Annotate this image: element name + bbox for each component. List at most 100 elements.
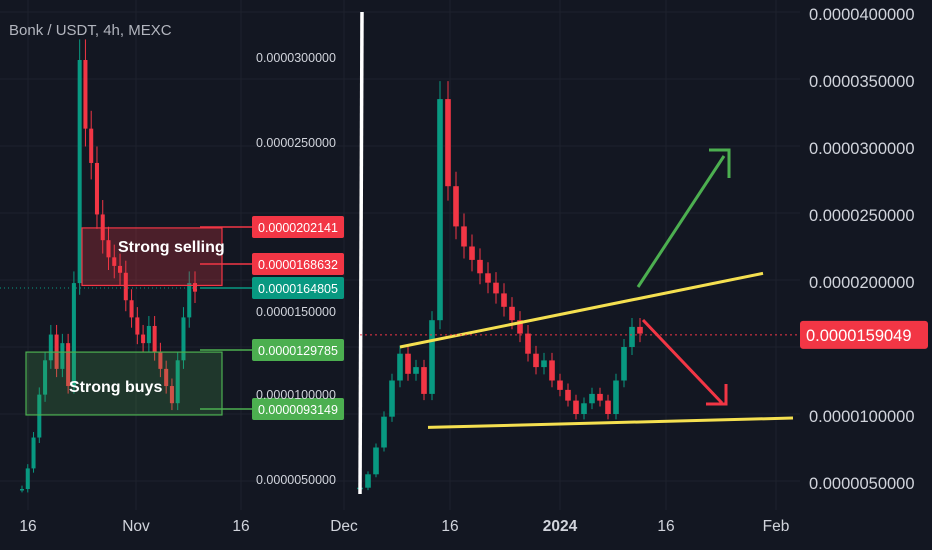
right-candle <box>397 345 403 388</box>
left-candle-body <box>71 283 76 387</box>
right-candle <box>413 359 419 381</box>
left-y-tick-3: 0.0000100000 <box>256 388 336 402</box>
right-candle-body <box>605 400 611 414</box>
left-candle <box>60 333 65 378</box>
left-candle-body <box>43 360 48 395</box>
left-candle-body <box>31 437 36 469</box>
price-tag-label-3: 0.0000129785 <box>258 344 338 358</box>
x-tick-3: Dec <box>330 518 358 535</box>
chart-title: Bonk / USDT, 4h, MEXC <box>9 22 172 39</box>
left-candle <box>158 342 163 378</box>
strong-buys-zone <box>25 351 223 416</box>
right-candle-body <box>373 447 379 475</box>
right-y-tick-1: 0.0000350000 <box>809 73 915 91</box>
right-candle-body <box>405 353 411 374</box>
right-candle-body <box>461 226 467 247</box>
right-candle <box>445 81 451 201</box>
left-candle-body <box>175 360 180 404</box>
left-candle-body <box>158 351 163 369</box>
left-candle <box>89 110 94 180</box>
left-candle-body <box>192 283 198 292</box>
left-candle <box>112 244 117 279</box>
left-candle <box>43 351 48 402</box>
x-tick-2: 16 <box>232 518 249 535</box>
left-candle-body <box>123 272 128 301</box>
right-candle <box>517 311 523 343</box>
left-y-tick-2: 0.0000150000 <box>256 305 336 319</box>
left-candle-body <box>112 257 117 266</box>
right-candle-body <box>485 273 491 283</box>
left-candle <box>192 271 198 303</box>
right-candle-body <box>597 393 603 401</box>
right-candle <box>421 359 427 401</box>
left-candle-body <box>48 334 53 361</box>
left-candle <box>129 289 134 328</box>
lower-trendline <box>427 416 794 429</box>
right-candle-body <box>565 389 571 401</box>
bullish-arrow-shaft <box>636 155 726 288</box>
left-candle-body <box>89 128 94 163</box>
right-candle <box>405 345 411 381</box>
right-candle <box>493 272 499 304</box>
right-candle-body <box>517 320 523 334</box>
right-candle <box>557 373 563 397</box>
left-candle-body <box>25 468 30 489</box>
left-candle-body <box>60 343 65 369</box>
left-candle-body <box>83 60 88 129</box>
left-candle-body <box>66 343 71 387</box>
right-candle <box>565 383 571 407</box>
right-candle <box>549 352 555 388</box>
left-candle-body <box>146 325 151 344</box>
bullish-arrow-head <box>709 148 731 178</box>
right-candle <box>533 345 539 375</box>
right-y-tick-3: 0.0000250000 <box>809 207 915 225</box>
right-candle-body <box>613 380 619 414</box>
left-candle-body <box>94 162 99 215</box>
right-y-tick-7: 0.0000050000 <box>809 475 915 493</box>
left-candle <box>181 307 186 369</box>
left-candle <box>152 316 157 361</box>
right-candle <box>389 373 395 422</box>
left-candle <box>118 253 123 285</box>
overlays: Strong selling Strong buys 0.0000202141 0.0… <box>0 11 928 495</box>
right-y-tick-4: 0.0000200000 <box>809 274 915 292</box>
left-candle-body <box>135 317 140 335</box>
right-candle-body <box>533 353 539 368</box>
right-candle <box>373 443 379 478</box>
left-candle <box>100 200 105 254</box>
right-candle <box>605 394 611 420</box>
left-candle <box>135 307 140 345</box>
right-candle-body <box>509 306 515 321</box>
right-candle <box>477 248 483 285</box>
left-candle <box>187 271 192 328</box>
right-candle-body <box>525 333 531 354</box>
left-y-tick-1: 0.0000250000 <box>256 136 336 150</box>
right-candle-body <box>589 393 595 404</box>
right-candle <box>381 411 387 452</box>
right-candle <box>613 373 619 420</box>
right-candle-body <box>501 293 507 307</box>
price-tag-1 <box>252 253 344 275</box>
right-candle <box>501 283 507 317</box>
price-tag-2 <box>252 277 344 299</box>
right-candle <box>429 311 435 401</box>
left-candle-body <box>100 214 105 241</box>
left-candle <box>77 39 82 295</box>
bearish-arrow-head <box>706 384 728 406</box>
right-candle <box>453 171 459 240</box>
left-candle <box>66 333 71 394</box>
left-candle <box>94 146 99 229</box>
panel-divider <box>358 11 364 495</box>
price-tag-label-2: 0.0000164805 <box>258 282 338 296</box>
right-candle-body <box>365 474 371 488</box>
left-candle <box>141 324 146 353</box>
right-candle <box>629 318 635 356</box>
left-candle <box>31 432 36 473</box>
left-candle <box>164 360 169 394</box>
left-candle-body <box>141 334 146 344</box>
right-candle-body <box>397 353 403 381</box>
left-candle <box>175 351 180 411</box>
